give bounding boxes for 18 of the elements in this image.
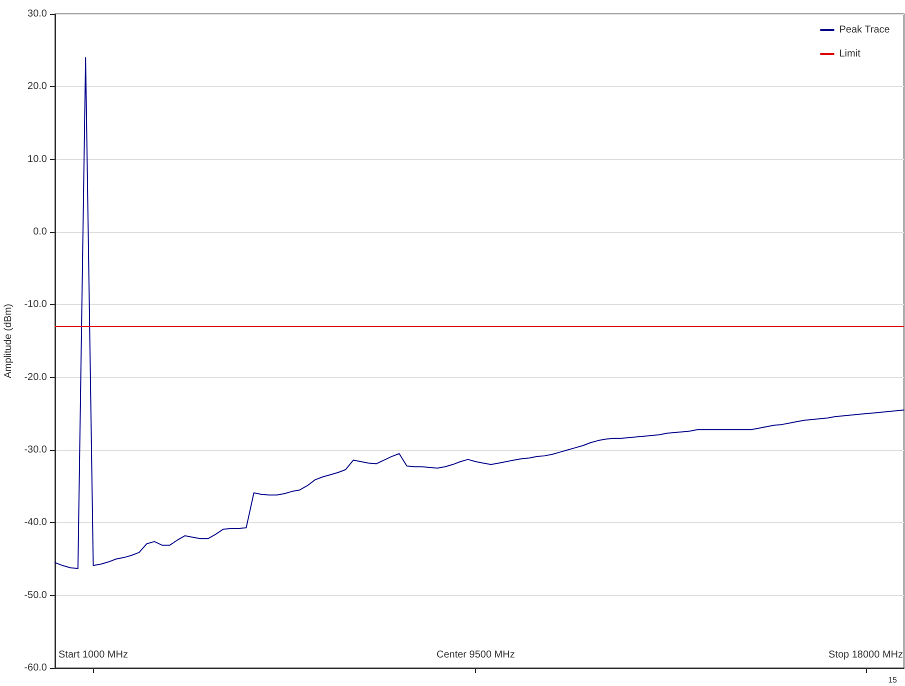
y-tick-label: 20.0 [28, 81, 48, 92]
y-tick-label: -30.0 [24, 444, 48, 456]
y-tick-label: -60.0 [24, 662, 48, 674]
y-tick-label: -20.0 [24, 372, 48, 383]
y-tick-label: 0.0 [33, 226, 48, 238]
x-tick-label: Center 9500 MHz [436, 650, 515, 660]
x-tick-label: Stop 18000 MHz [828, 650, 904, 660]
y-tick-label: 30.0 [28, 8, 48, 20]
y-tick-label: 10.0 [28, 154, 48, 165]
y-tick-label: -10.0 [24, 299, 48, 310]
y-tick-label: -40.0 [24, 517, 48, 528]
y-axis-title: Amplitude (dBm) [2, 304, 14, 378]
line-series [54, 57, 904, 569]
x-tick-label: Start 1000 MHz [58, 650, 128, 660]
y-tick-label: -50.0 [24, 590, 48, 601]
legend-label: Limit [839, 48, 861, 60]
legend-label: Peak Trace [839, 24, 890, 36]
text: 15 [888, 676, 898, 684]
